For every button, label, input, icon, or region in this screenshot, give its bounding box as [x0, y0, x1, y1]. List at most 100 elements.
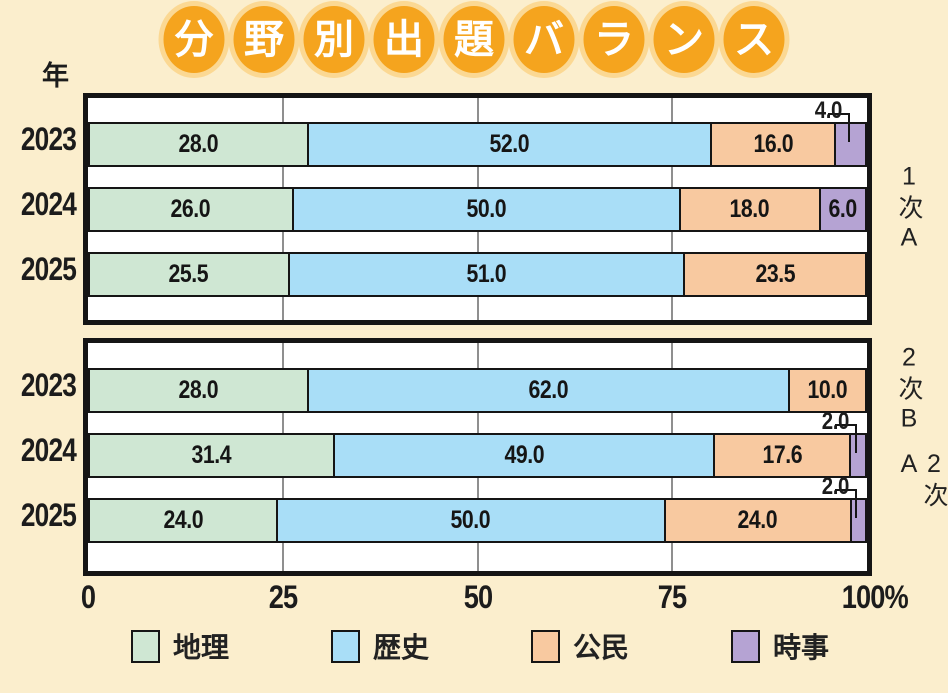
callout-value-label: 4.0 [814, 97, 842, 124]
title-char: 出 [373, 6, 435, 73]
bar-value-label: 16.0 [753, 130, 793, 158]
chart-group-1st-a: 2023 2024 2025 28.0 52.0 16.0 4.0 26.0 50.0 18.0… [0, 93, 948, 325]
group-label-2nd-b: 2次B [895, 343, 923, 437]
legend-label-geography: 地理 [173, 632, 230, 663]
legend-swatch-current-events [731, 629, 760, 663]
bar-row-2024: 31.4 49.0 17.6 2.0 [88, 410, 867, 478]
bar-value-label: 24.0 [737, 506, 778, 534]
title-char: ラ [583, 6, 645, 73]
legend-item-civics: 公民 [531, 626, 629, 666]
x-tick-50: 50 [463, 579, 492, 615]
bar-segment-current-events [849, 435, 865, 476]
bar-value-label: 10.0 [807, 376, 848, 404]
bar-value-label: 26.0 [170, 195, 211, 223]
legend-item-geography: 地理 [131, 626, 229, 666]
legend: 地理 歴史 公民 時事 [0, 626, 948, 672]
year-axis-label: 年 [42, 61, 69, 91]
bar-value-label: 6.0 [828, 195, 858, 223]
callout-line [855, 424, 858, 453]
bar-row-2025: 25.5 51.0 23.5 [88, 252, 867, 297]
bar-rows: 28.0 62.0 10.0 31.4 49.0 17.6 2.0 24.0 50.0 24.0 2… [88, 343, 867, 571]
bar-segment-civics: 18.0 [679, 189, 819, 230]
bar-row-2024: 26.0 50.0 18.0 6.0 [88, 187, 867, 232]
bar-value-label: 24.0 [163, 506, 203, 534]
bar-segment-geography: 26.0 [90, 189, 292, 230]
bar-value-label: 62.0 [528, 376, 569, 404]
legend-swatch-civics [531, 629, 560, 663]
bar-segment-civics: 24.0 [663, 500, 850, 541]
bar-segment-history: 51.0 [287, 254, 683, 295]
callout-line [847, 113, 850, 142]
bar-value-label: 52.0 [489, 130, 530, 158]
group-label-2nd-a: 2次A [895, 450, 948, 511]
bar-value-label: 49.0 [504, 441, 545, 469]
bar-value-label: 17.6 [762, 441, 803, 469]
bar-value-label: 51.0 [466, 260, 507, 288]
year-label-2025: 2025 [20, 497, 77, 533]
bar-value-label: 18.0 [729, 195, 770, 223]
title-char: 野 [233, 6, 295, 73]
x-axis: 0 25 50 75 100% [81, 579, 909, 615]
title-char: ス [723, 6, 785, 73]
bar-row-2023: 28.0 62.0 10.0 [88, 368, 867, 413]
callout-line [835, 489, 856, 491]
callout-value-label: 2.0 [822, 473, 850, 500]
chart-title: 分野別出題バランス [163, 6, 785, 73]
bar-segment-civics: 23.5 [682, 254, 865, 295]
bar-segment-history: 62.0 [307, 370, 788, 411]
bar-segment-geography: 25.5 [90, 254, 288, 295]
bar-segment-current-events [849, 500, 865, 541]
x-tick-0: 0 [80, 579, 96, 615]
bar-segment-geography: 28.0 [90, 124, 307, 165]
callout-line [835, 424, 856, 426]
bar-segment-geography: 31.4 [90, 435, 334, 476]
legend-label-history: 歴史 [373, 632, 430, 663]
bar-value-label: 28.0 [178, 130, 219, 158]
bar-value-label: 50.0 [466, 195, 507, 223]
year-label-2024: 2024 [20, 186, 77, 222]
title-char: 別 [303, 6, 365, 73]
bar-rows: 28.0 52.0 16.0 4.0 26.0 50.0 18.0 6.0 25.5 51.0 23… [88, 98, 867, 320]
legend-item-history: 歴史 [331, 626, 429, 666]
bar-segment-history: 50.0 [291, 189, 679, 230]
legend-label-current-events: 時事 [773, 632, 830, 663]
legend-label-civics: 公民 [573, 632, 630, 663]
title-char: 分 [163, 6, 225, 73]
callout-value-label: 2.0 [822, 408, 850, 435]
title-char: バ [513, 6, 575, 73]
bar-segment-current-events: 6.0 [818, 189, 865, 230]
bar-segment-geography: 28.0 [90, 370, 307, 411]
bar-row-2023: 28.0 52.0 16.0 4.0 [88, 99, 867, 167]
legend-swatch-history [331, 629, 360, 663]
legend-item-current-events: 時事 [731, 626, 829, 666]
bar-segment-civics: 16.0 [710, 124, 834, 165]
year-label-2024: 2024 [20, 432, 77, 468]
bar-value-label: 31.4 [191, 441, 232, 469]
bar-value-label: 25.5 [168, 260, 209, 288]
bar-segment-current-events [834, 124, 865, 165]
plot-area: 28.0 52.0 16.0 4.0 26.0 50.0 18.0 6.0 25.5 51.0 23… [83, 93, 872, 325]
bar-value-label: 23.5 [755, 260, 795, 288]
bar-segment-civics: 17.6 [713, 435, 850, 476]
year-labels: 2023 2024 2025 [0, 93, 77, 325]
bar-segment-history: 50.0 [276, 500, 664, 541]
callout-line [827, 113, 848, 115]
bar-value-label: 50.0 [450, 506, 491, 534]
chart-group-2nd: 2023 2024 2025 28.0 62.0 10.0 31.4 49.0 17.6 2.0… [0, 338, 948, 576]
x-tick-75: 75 [657, 579, 687, 615]
callout-line [855, 489, 858, 518]
bar-segment-history: 49.0 [333, 435, 714, 476]
bar-value-label: 28.0 [178, 376, 219, 404]
year-labels: 2023 2024 2025 [0, 338, 77, 576]
year-label-2023: 2023 [20, 367, 77, 403]
x-tick-25: 25 [268, 579, 298, 615]
bar-segment-history: 52.0 [307, 124, 710, 165]
year-label-2025: 2025 [20, 251, 77, 287]
group-label-1st-a: 1次A [895, 162, 923, 256]
bar-segment-civics: 10.0 [787, 370, 865, 411]
bar-segment-geography: 24.0 [90, 500, 276, 541]
title-char: ン [653, 6, 715, 73]
year-label-2023: 2023 [20, 121, 77, 157]
plot-area: 28.0 62.0 10.0 31.4 49.0 17.6 2.0 24.0 50.0 24.0 2… [83, 338, 872, 576]
